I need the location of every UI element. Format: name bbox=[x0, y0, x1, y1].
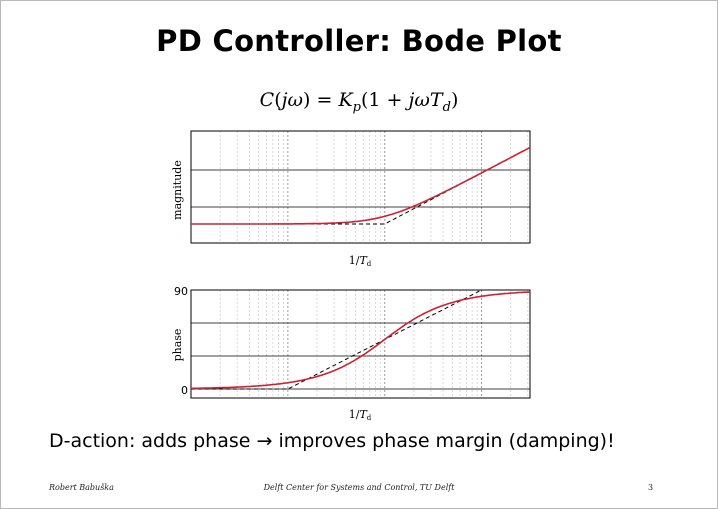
phase-asymptote-line bbox=[191, 289, 530, 390]
bottom-statement: D-action: adds phase → improves phase ma… bbox=[49, 430, 615, 452]
phase-tick-0: 0 bbox=[181, 384, 188, 397]
phase-plot: phase 90 0 1/Td bbox=[171, 285, 531, 422]
footer-institute: Delft Center for Systems and Control, TU… bbox=[263, 483, 455, 492]
magnitude-curve bbox=[191, 146, 531, 225]
phase-ylabel: phase bbox=[171, 329, 184, 362]
phase-tick-90: 90 bbox=[174, 285, 188, 298]
magnitude-ylabel: magnitude bbox=[171, 160, 184, 220]
phase-plot-frame bbox=[190, 289, 531, 399]
magnitude-plot: magnitude 1/Td bbox=[171, 130, 531, 268]
footer-page-number: 3 bbox=[648, 483, 654, 492]
slide-title: PD Controller: Bode Plot bbox=[156, 24, 562, 58]
footer-author: Robert Babuška bbox=[49, 483, 114, 492]
magnitude-plot-frame bbox=[190, 130, 531, 244]
magnitude-xlabel: 1/Td bbox=[349, 254, 372, 268]
phase-curve bbox=[190, 291, 531, 390]
phase-xlabel: 1/Td bbox=[349, 408, 372, 422]
magnitude-asymptote-line bbox=[191, 147, 531, 225]
formula: C(jω) = Kp(1 + jωTd) bbox=[259, 89, 459, 115]
